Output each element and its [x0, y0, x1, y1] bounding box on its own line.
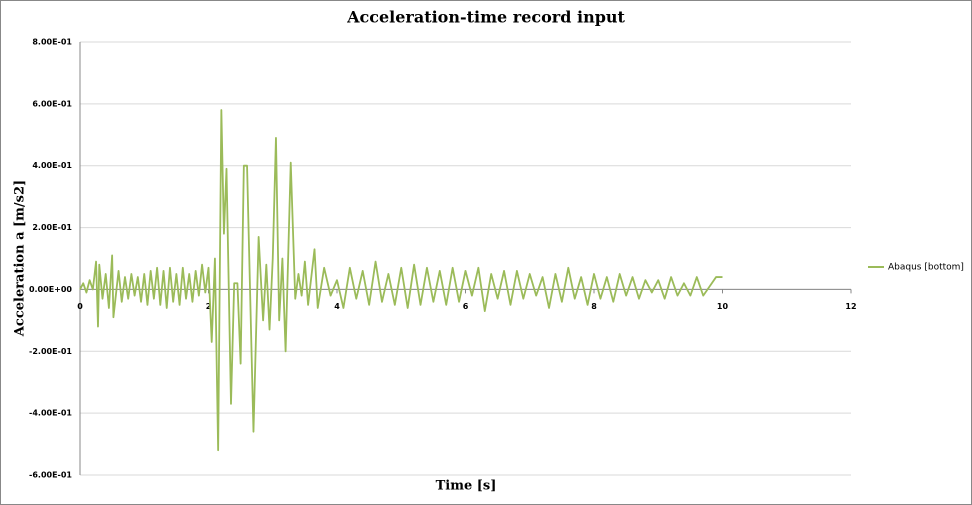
y-axis-label: Acceleration a [m/s2] [13, 180, 28, 337]
y-tick-label: 6.00E-01 [32, 99, 72, 108]
x-tick-label: 4 [334, 302, 340, 311]
x-tick-label: 2 [206, 302, 212, 311]
y-tick-label: 4.00E-01 [32, 161, 72, 170]
x-tick-label: 0 [77, 302, 83, 311]
y-tick-label: 2.00E-01 [32, 223, 72, 232]
x-tick-label: 10 [717, 302, 729, 311]
y-tick-label: 8.00E-01 [32, 38, 72, 47]
x-axis-label: Time [s] [436, 479, 497, 494]
data-line [79, 109, 723, 452]
x-tick-label: 12 [845, 302, 856, 311]
y-tick-label: -4.00E-01 [29, 409, 72, 418]
y-tick-label: -6.00E-01 [29, 471, 72, 480]
y-tick-label: 0.00E+00 [29, 285, 72, 294]
y-tick-label: -2.00E-01 [29, 347, 72, 356]
legend-label: Abaqus [bottom] [888, 263, 964, 273]
chart-title: Acceleration-time record input [346, 8, 625, 27]
x-tick-label: 6 [463, 302, 469, 311]
x-tick-label: 8 [591, 302, 597, 311]
